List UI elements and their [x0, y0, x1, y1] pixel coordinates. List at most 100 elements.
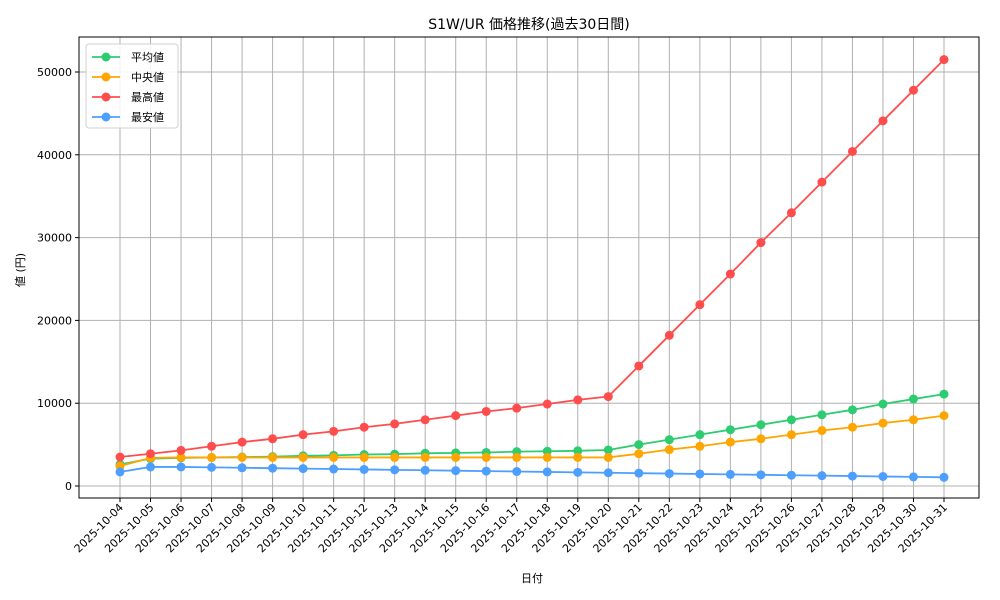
data-point [542, 452, 552, 462]
data-point [359, 422, 369, 432]
data-point [390, 452, 400, 462]
legend-marker-icon [101, 112, 111, 122]
data-point [695, 441, 705, 451]
data-point [847, 405, 857, 415]
data-point [695, 300, 705, 310]
series-2 [115, 55, 949, 462]
data-point [268, 434, 278, 444]
data-point [847, 422, 857, 432]
legend-label: 最安値 [131, 110, 164, 124]
data-point [786, 470, 796, 480]
plot-frame [78, 36, 980, 499]
data-point [329, 452, 339, 462]
data-point [939, 389, 949, 399]
data-point [908, 415, 918, 425]
data-point [725, 469, 735, 479]
data-point [664, 445, 674, 455]
data-point [359, 452, 369, 462]
y-tick-label: 20000 [37, 314, 72, 327]
data-point [451, 466, 461, 476]
y-tick-label: 30000 [37, 232, 72, 245]
data-point [817, 471, 827, 481]
data-point [359, 464, 369, 474]
data-point [573, 446, 583, 456]
data-point [756, 470, 766, 480]
data-point [207, 441, 217, 451]
data-point [420, 465, 430, 475]
data-point [176, 452, 186, 462]
data-point [664, 435, 674, 445]
data-point [664, 330, 674, 340]
data-point [237, 437, 247, 447]
data-point [939, 55, 949, 65]
x-axis-ticks: 2025-10-042025-10-052025-10-062025-10-07… [72, 498, 950, 555]
y-axis-label: 値 (円) [14, 253, 27, 287]
legend-marker-icon [101, 52, 111, 62]
data-point [390, 465, 400, 475]
data-point [695, 430, 705, 440]
data-point [908, 394, 918, 404]
data-point [573, 467, 583, 477]
data-point [298, 452, 308, 462]
legend-label: 中央値 [131, 71, 164, 84]
legend-marker-icon [101, 92, 111, 102]
chart-title: S1W/UR 価格推移(過去30日間) [428, 17, 630, 33]
data-point [756, 434, 766, 444]
data-point [542, 446, 552, 456]
data-point [786, 430, 796, 440]
data-point [542, 467, 552, 477]
data-point [817, 410, 827, 420]
data-point [542, 399, 552, 409]
data-point [939, 472, 949, 482]
data-point [756, 420, 766, 430]
data-point [786, 208, 796, 218]
data-point [634, 468, 644, 478]
data-point [481, 466, 491, 476]
data-point [847, 471, 857, 481]
legend-label: 平均値 [131, 51, 164, 64]
data-point [908, 472, 918, 482]
series-1 [115, 411, 949, 471]
data-point [268, 463, 278, 473]
data-point [634, 440, 644, 450]
data-point [878, 399, 888, 409]
data-point [878, 116, 888, 126]
data-point [146, 462, 156, 472]
data-point [725, 425, 735, 435]
data-point [481, 452, 491, 462]
data-point [298, 430, 308, 440]
data-point [786, 415, 796, 425]
data-point [756, 238, 766, 248]
legend-box [85, 43, 179, 129]
data-point [847, 146, 857, 156]
data-point [603, 445, 613, 455]
data-point [878, 471, 888, 481]
data-point [268, 452, 278, 462]
series-3 [115, 462, 949, 482]
data-point [420, 452, 430, 462]
data-point [115, 452, 125, 462]
data-point [115, 467, 125, 477]
series-layer [115, 55, 949, 482]
data-point [298, 464, 308, 474]
data-point [664, 469, 674, 479]
x-axis-label: 日付 [521, 572, 543, 585]
data-point [481, 406, 491, 416]
data-point [207, 462, 217, 472]
data-point [420, 415, 430, 425]
data-point [603, 452, 613, 462]
data-point [237, 452, 247, 462]
data-point [207, 452, 217, 462]
data-point [817, 177, 827, 187]
y-tick-label: 40000 [37, 149, 72, 162]
data-point [634, 361, 644, 371]
legend-marker-icon [101, 72, 111, 82]
data-point [939, 411, 949, 421]
data-point [512, 403, 522, 413]
data-point [573, 395, 583, 405]
data-point [512, 452, 522, 462]
data-point [176, 445, 186, 455]
series-line [119, 414, 945, 467]
